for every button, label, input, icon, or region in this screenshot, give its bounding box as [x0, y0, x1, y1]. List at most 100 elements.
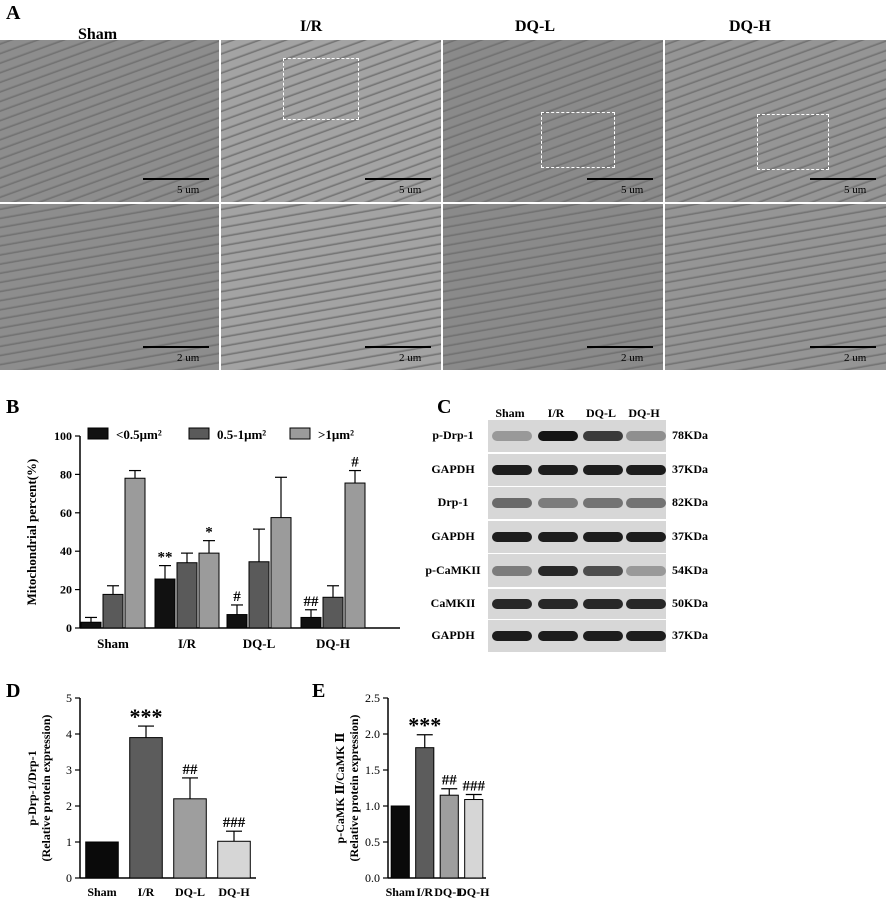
- significance-label: ##: [304, 594, 320, 610]
- significance-label: ***: [130, 704, 163, 729]
- bar: [129, 737, 163, 879]
- wb-band: [583, 565, 623, 576]
- wb-band: [492, 431, 532, 441]
- legend-label: <0.5μm²: [116, 427, 162, 442]
- wb-band: [626, 631, 666, 641]
- em-image-ir-top: 5 um: [221, 40, 441, 202]
- y-tick-label: 0.0: [365, 871, 380, 885]
- wb-band: [538, 599, 578, 609]
- wb-band: [583, 532, 623, 542]
- y-tick-label: 60: [60, 506, 72, 520]
- em-image-dql-bottom: 2 um: [443, 204, 663, 370]
- wb-kda-label: 37KDa: [672, 628, 708, 642]
- bar: [300, 616, 322, 629]
- wb-band: [583, 431, 623, 441]
- y-tick-label: 80: [60, 467, 72, 481]
- bar: [248, 561, 270, 629]
- legend-label: >1μm²: [318, 427, 354, 442]
- scale-bar-label: 2 um: [621, 352, 644, 364]
- y-tick-label: 2: [66, 799, 72, 813]
- x-tick-label: I/R: [416, 885, 433, 899]
- zoom-region-box: [757, 114, 829, 170]
- wb-protein-label: CaMKII: [430, 596, 476, 610]
- wb-band: [626, 532, 666, 542]
- scale-bar-label: 2 um: [177, 352, 200, 364]
- wb-band: [626, 465, 666, 475]
- panel-d-label: D: [6, 680, 21, 702]
- zoom-region-box: [541, 112, 615, 168]
- x-tick-label: DQ-L: [175, 885, 205, 899]
- y-axis-label: Mitochondrial percent(%): [24, 459, 39, 606]
- em-image-dqh-bottom: 2 um: [665, 204, 886, 370]
- wb-protein-label: GAPDH: [431, 628, 475, 642]
- bar: [226, 614, 248, 629]
- y-tick-label: 40: [60, 544, 72, 558]
- wb-band: [538, 565, 578, 576]
- wb-membrane-strip: [488, 620, 666, 652]
- significance-label: *: [205, 525, 213, 541]
- bar: [439, 794, 459, 879]
- scale-bar-label: 5 um: [177, 184, 200, 196]
- bar: [217, 840, 251, 879]
- wb-lane-label: DQ-H: [628, 406, 660, 420]
- wb-lane-label: I/R: [547, 406, 565, 420]
- wb-membrane-strip: [488, 589, 666, 619]
- significance-label: **: [158, 550, 173, 566]
- legend-swatch: [289, 427, 311, 440]
- bar: [270, 517, 292, 629]
- chart-b-mitochondrial-percent: 0 20 40 60 80 100 Mitochondrial percent(%) <0.5…: [24, 427, 400, 651]
- legend-swatch: [87, 427, 109, 440]
- wb-band: [538, 631, 578, 641]
- bar: [390, 805, 410, 879]
- scale-bar: [810, 346, 876, 348]
- wb-band: [538, 532, 578, 542]
- x-tick-label: DQ-L: [243, 636, 276, 651]
- wb-band: [492, 599, 532, 609]
- wb-membrane-strip: [488, 454, 666, 486]
- em-image-sham-bottom: 2 um: [0, 204, 219, 370]
- wb-band: [583, 631, 623, 641]
- wb-protein-label: GAPDH: [431, 529, 475, 543]
- wb-kda-label: 54KDa: [672, 562, 708, 577]
- y-tick-label: 4: [66, 727, 72, 741]
- significance-label: ##: [183, 762, 199, 778]
- scale-bar: [143, 178, 209, 180]
- x-tick-label: DQ-L: [434, 885, 464, 899]
- bar: [124, 477, 146, 629]
- chart-e-pcamkii-ratio: 0.0 0.5 1.0 1.5 2.0 2.5 p-CaMK Ⅱ/CaMK Ⅱ (Relati…: [333, 691, 490, 899]
- em-group-label-ir: I/R: [300, 18, 323, 35]
- wb-band: [538, 465, 578, 475]
- wb-band: [626, 431, 666, 441]
- legend-swatch: [188, 427, 210, 440]
- wb-kda-label: 37KDa: [672, 462, 708, 476]
- y-tick-label: 5: [66, 691, 72, 705]
- em-image-sham-top: 5 um: [0, 40, 219, 202]
- scale-bar: [587, 346, 653, 348]
- wb-kda-label: 50KDa: [672, 596, 708, 610]
- bar: [344, 482, 366, 629]
- em-group-label-dqh: DQ-H: [729, 18, 771, 35]
- wb-band: [626, 565, 666, 576]
- wb-protein-label: Drp-1: [437, 495, 469, 509]
- em-image-ir-bottom: 2 um: [221, 204, 441, 370]
- bar: [322, 596, 344, 629]
- y-tick-label: 1: [66, 835, 72, 849]
- bar: [102, 593, 124, 629]
- wb-membrane-strip: [488, 487, 666, 519]
- em-image-dql-top: 5 um: [443, 40, 663, 202]
- bar: [154, 578, 176, 629]
- bar: [85, 841, 119, 879]
- scale-bar-label: 5 um: [399, 184, 422, 196]
- y-tick-label: 0: [66, 871, 72, 885]
- bar: [173, 798, 207, 879]
- panel-b-label: B: [6, 396, 20, 418]
- legend-label: 0.5-1μm²: [217, 427, 266, 442]
- em-image-dqh-top: 5 um: [665, 40, 886, 202]
- x-tick-label: DQ-H: [218, 885, 250, 899]
- bar: [198, 552, 220, 629]
- bar: [415, 747, 435, 879]
- x-tick-label: DQ-H: [458, 885, 490, 899]
- scale-bar: [365, 346, 431, 348]
- y-tick-label: 1.5: [365, 763, 380, 777]
- wb-protein-label: p-CaMKII: [425, 562, 481, 577]
